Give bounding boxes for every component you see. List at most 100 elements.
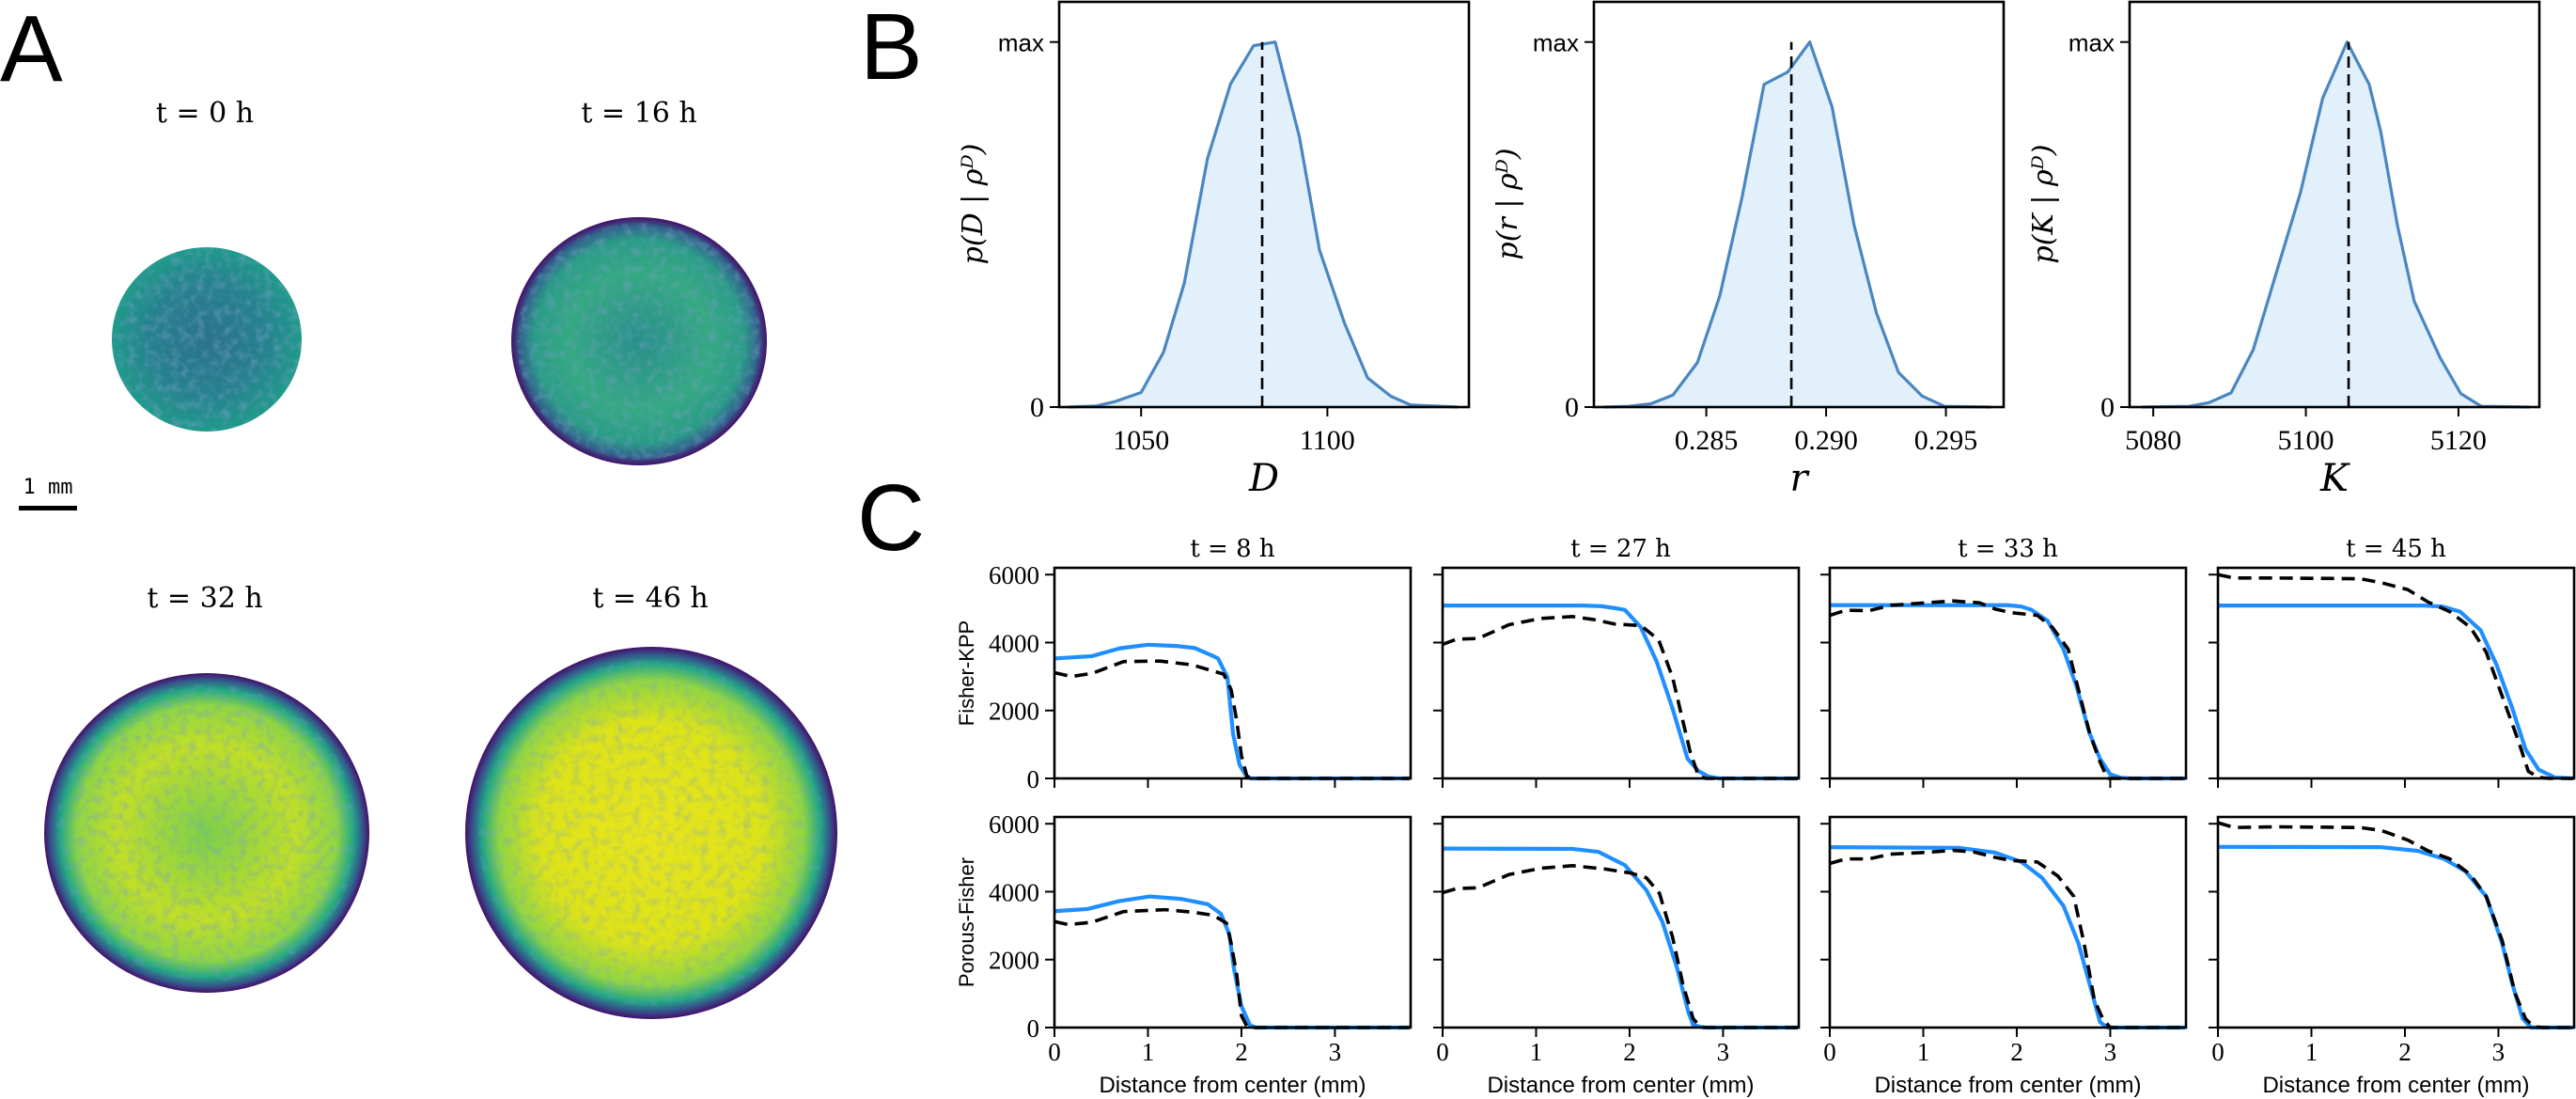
profile-chart: t = 45 h: [2209, 535, 2576, 788]
profile-chart: 0 2000 4000 6000 t = 8 h Fisher-KPP: [955, 535, 1413, 793]
posterior-fill: [2141, 41, 2530, 408]
y-tick-label: 0: [1030, 392, 1044, 423]
x-axis-label: Distance from center (mm): [1874, 1073, 2141, 1098]
x-axis-label: r: [1789, 457, 1810, 500]
x-tick-label: 3: [2492, 1038, 2506, 1066]
x-tick-label: 0: [2211, 1038, 2225, 1066]
x-tick-label: 0: [1823, 1038, 1836, 1066]
chart-title: t = 8 h: [1190, 535, 1275, 563]
axes-frame: [2128, 0, 2541, 409]
panel-a: t = 0 h t = 16 h t = 32 h t = 46 h 1 mm: [19, 97, 837, 1019]
x-tick-label: 1: [1530, 1038, 1543, 1066]
x-tick-label: 0.290: [1794, 425, 1858, 456]
x-tick-label: 1: [1917, 1038, 1930, 1066]
plot-area: [1443, 817, 1799, 1028]
y-tick-label: 4000: [989, 878, 1039, 906]
posterior-chart: 1050 1100 0 max Dp(D | ρᴰ): [957, 0, 1471, 500]
axes-frame: [1053, 815, 1413, 1029]
axes-frame: [1053, 566, 1413, 780]
posterior-chart: 0.285 0.290 0.295 0 max r p(r | ρᴰ): [1491, 0, 2006, 500]
x-tick-label: 2: [1623, 1038, 1636, 1066]
x-axis-label: K: [2319, 457, 2350, 500]
chart-title: t = 45 h: [2346, 535, 2446, 563]
x-tick-label: 5120: [2430, 425, 2487, 456]
profile-chart: 0 1 2 3 Distance from center (mm): [2209, 815, 2576, 1098]
posterior-line: [1603, 40, 1991, 409]
axes-frame: [1057, 0, 1471, 409]
y-axis-label: p(D | ρᴰ): [957, 144, 990, 265]
posterior-chart: 5080 5100 5120 0 max Kp(K | ρᴰ): [2027, 0, 2541, 500]
data-profile-line: [1442, 615, 1799, 780]
y-tick-label: max: [2069, 29, 2115, 57]
posterior-fill: [1603, 41, 1991, 408]
x-tick-label: 3: [1717, 1038, 1730, 1066]
x-tick-label: 0.285: [1675, 425, 1739, 456]
y-tick-label: 6000: [989, 561, 1039, 589]
colony-image-t46: [465, 647, 837, 1019]
x-tick-label: 2: [1235, 1038, 1248, 1066]
y-axis-label: Fisher-KPP: [955, 620, 978, 726]
plot-area: [1054, 817, 1411, 1028]
x-tick-label: 1: [1142, 1038, 1155, 1066]
data-profile-line: [1829, 848, 2186, 1029]
data-profile-line: [2217, 573, 2574, 780]
axes-frame: [2216, 566, 2576, 780]
data-profile-line: [1442, 864, 1799, 1029]
axes-frame: [1828, 566, 2188, 780]
profile-chart: 0 1 2 3 0 2000 4000 6000 Distance from center (m…: [955, 810, 1413, 1098]
profile-chart: 0 1 2 3 Distance from center (mm): [1433, 815, 1801, 1098]
model-fit-line: [1829, 845, 2186, 1030]
panel-label-a: A: [0, 0, 63, 102]
data-profile-line: [1054, 659, 1411, 780]
colony-image-t32: [44, 673, 369, 993]
x-axis-label: Distance from center (mm): [1487, 1073, 1754, 1098]
x-tick-label: 1: [2305, 1038, 2318, 1066]
image-title: t = 0 h: [156, 97, 254, 130]
y-tick-label: 2000: [989, 698, 1039, 726]
x-axis-label: Distance from center (mm): [1099, 1073, 1366, 1098]
chart-title: t = 27 h: [1570, 535, 1671, 563]
x-tick-label: 2: [2010, 1038, 2023, 1066]
plot-area: [1830, 568, 2186, 778]
colony-image-t16: [511, 217, 767, 465]
y-tick-label: max: [998, 29, 1044, 57]
axes-frame: [1828, 815, 2188, 1029]
posterior-line: [1068, 40, 1459, 409]
profile-chart: t = 27 h: [1433, 535, 1801, 788]
x-tick-label: 3: [2104, 1038, 2117, 1066]
image-title: t = 16 h: [581, 97, 696, 130]
y-tick-label: 0: [2100, 392, 2115, 423]
x-tick-label: 2: [2398, 1038, 2412, 1066]
data-profile-line: [1829, 599, 2186, 780]
plot-area: [1443, 568, 1799, 778]
x-tick-label: 5100: [2278, 425, 2334, 456]
panel-label-c: C: [857, 465, 925, 571]
model-fit-line: [2218, 604, 2574, 781]
image-title: t = 32 h: [147, 582, 262, 615]
x-tick-label: 0.295: [1914, 425, 1978, 456]
axes-frame: [1441, 566, 1801, 780]
profile-chart: 0 1 2 3 Distance from center (mm): [1820, 815, 2188, 1098]
scale-bar-label: 1 mm: [23, 476, 73, 499]
y-tick-label: 6000: [989, 810, 1039, 839]
x-tick-label: 1050: [1113, 425, 1169, 456]
model-fit-line: [1443, 604, 1799, 781]
y-tick-label: 0: [1565, 392, 1579, 423]
axes-frame: [1592, 0, 2006, 409]
chart-title: t = 33 h: [1958, 535, 2058, 563]
plot-area: [1054, 568, 1411, 778]
axes-frame: [2216, 815, 2576, 1029]
x-axis-label: Distance from center (mm): [2262, 1073, 2529, 1098]
plot-area: [1830, 817, 2186, 1028]
scale-bar: [19, 506, 77, 510]
image-title: t = 46 h: [592, 582, 708, 615]
y-tick-label: max: [1533, 29, 1579, 57]
x-tick-label: 0: [1436, 1038, 1449, 1066]
x-tick-label: 3: [1329, 1038, 1342, 1066]
plot-area: [2218, 568, 2574, 778]
model-fit-line: [1442, 846, 1799, 1030]
y-tick-label: 4000: [989, 629, 1039, 657]
profile-chart: t = 33 h: [1820, 535, 2188, 788]
x-tick-label: 0: [1048, 1038, 1061, 1066]
